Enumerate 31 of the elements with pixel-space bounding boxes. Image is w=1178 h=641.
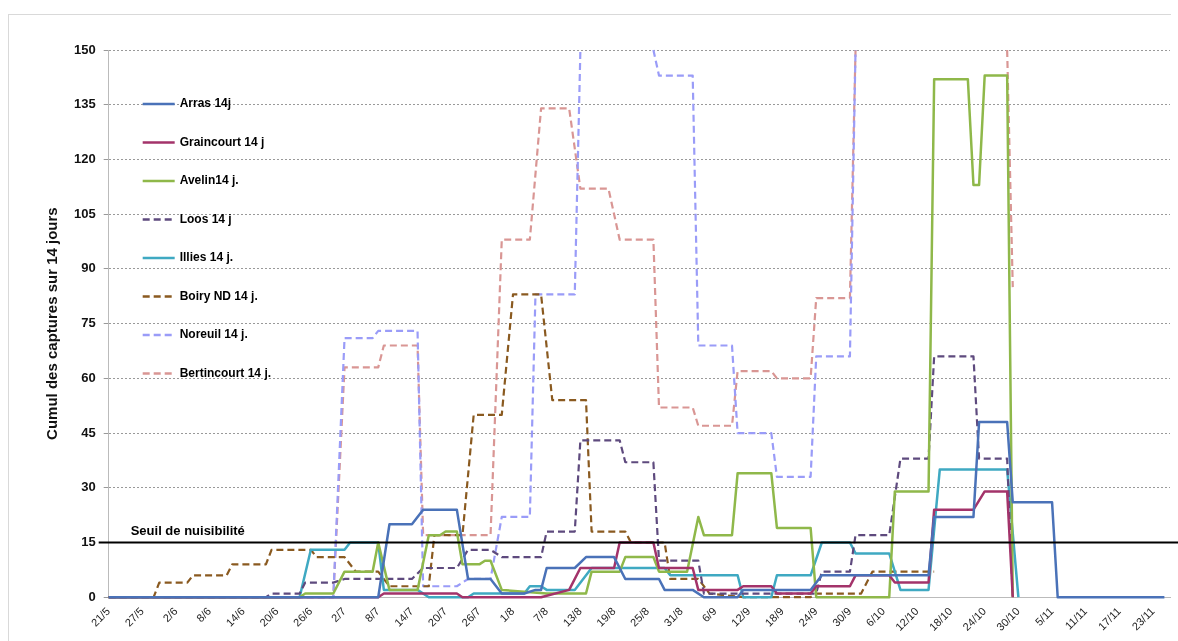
y-tick-label: 45 [81, 424, 96, 440]
x-tick-label: 2/7 [328, 604, 349, 625]
x-tick-label: 5/11 [1032, 604, 1056, 628]
y-tick-label: 90 [81, 260, 96, 276]
legend-label: Noreuil 14 j. [179, 327, 248, 342]
x-tick-label: 8/7 [362, 604, 382, 625]
y-tick-label: 105 [73, 205, 96, 221]
x-tick-label: 30/9 [829, 604, 854, 629]
legend-label: Loos 14 j [179, 211, 232, 226]
y-tick-label: 150 [73, 41, 96, 57]
x-tick-label: 6/10 [863, 604, 888, 629]
legend-label: Bertincourt 14 j. [179, 365, 272, 380]
x-tick-label: 8/6 [194, 604, 214, 625]
x-tick-label: 6/9 [699, 604, 719, 625]
x-tick-label: 7/8 [530, 604, 551, 625]
legend-label: Illies 14 j. [179, 250, 234, 265]
y-tick-label: 75 [81, 315, 96, 331]
ref-line-label: Seuil de nuisibilité [130, 523, 245, 539]
y-tick-label: 15 [81, 534, 96, 550]
y-axis-title: Cumul des captures sur 14 jours [43, 207, 61, 440]
y-tick-label: 30 [81, 479, 96, 495]
y-tick-label: 135 [73, 96, 96, 112]
y-tick-label: 120 [73, 151, 96, 167]
legend-label: Boiry ND 14 j. [179, 288, 258, 303]
x-tick-label: 2/6 [160, 604, 180, 625]
y-tick-label: 60 [81, 369, 96, 385]
y-tick-label: 0 [88, 588, 96, 604]
legend-label: Graincourt 14 j [179, 134, 265, 149]
x-tick-label: 1/8 [497, 604, 517, 625]
legend-label: Avelin14 j. [179, 173, 239, 188]
legend-label: Arras 14j [179, 96, 232, 111]
